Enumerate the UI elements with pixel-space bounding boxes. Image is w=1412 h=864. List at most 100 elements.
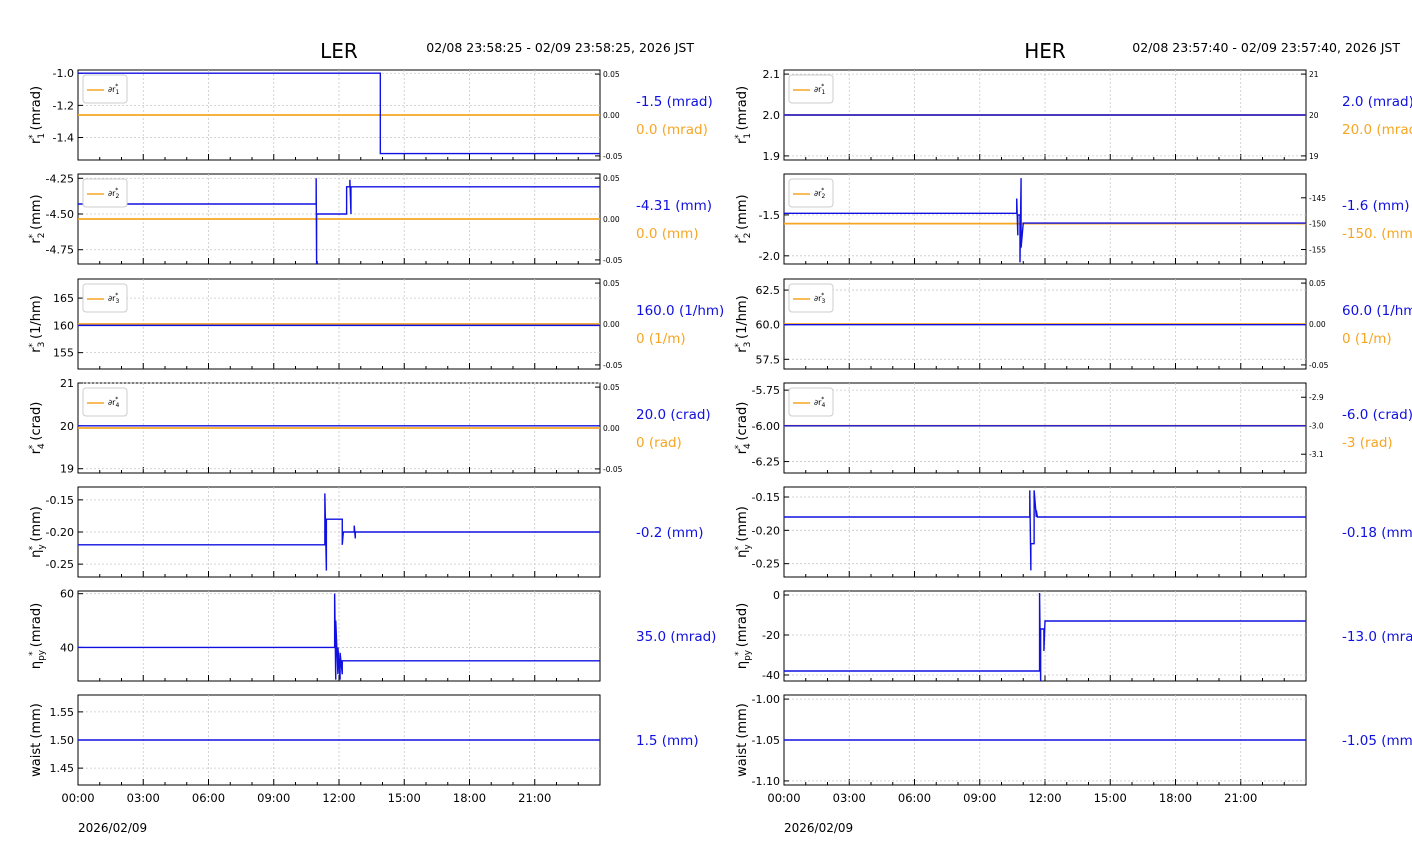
primary-series-line <box>78 178 600 265</box>
y2-tick-label: 0.00 <box>603 215 620 224</box>
y-tick-label: 19 <box>60 463 74 476</box>
legend: ∂r3* <box>788 283 834 313</box>
y-axis-label: r3* (1/hm) <box>28 295 47 352</box>
y-axis-label: ηpy* (mrad) <box>28 603 47 669</box>
y2-tick-label: -0.05 <box>603 361 623 370</box>
primary-readout: -1.6 (mm) <box>1342 198 1409 214</box>
y2-tick-label: 0.00 <box>603 320 620 329</box>
y-tick-label: -1.5 <box>759 209 780 222</box>
y-tick-label: -1.05 <box>752 734 780 747</box>
primary-series-line <box>784 178 1306 263</box>
secondary-readout: 0 (rad) <box>636 435 682 451</box>
y-tick-label: 60 <box>60 588 74 601</box>
x-tick-label: 15:00 <box>388 791 421 805</box>
primary-readout: -6.0 (crad) <box>1342 407 1412 423</box>
y2-tick-label: 21 <box>1309 70 1319 79</box>
y-tick-label: -0.15 <box>752 491 780 504</box>
y-axis-label: r2* (mm) <box>28 194 47 243</box>
y-axis-label: ηy* (mm) <box>734 506 753 558</box>
y2-tick-label: -145 <box>1309 194 1326 203</box>
x-tick-label: 06:00 <box>898 791 931 805</box>
legend: ∂r1* <box>788 74 834 104</box>
x-tick-label: 18:00 <box>1159 791 1192 805</box>
primary-readout: 1.5 (mm) <box>636 733 699 749</box>
y-axis-label: r1* (mrad) <box>734 86 753 144</box>
y-tick-label: 2.0 <box>763 109 781 122</box>
y-tick-label: 2.1 <box>763 68 781 81</box>
y-axis-label: r2* (mm) <box>734 194 753 243</box>
y-tick-label: 1.55 <box>50 706 75 719</box>
primary-readout: -0.2 (mm) <box>636 525 703 541</box>
y-tick-label: 1.50 <box>50 734 75 747</box>
y-tick-label: -4.25 <box>46 172 74 185</box>
primary-series-line <box>78 493 600 571</box>
y-tick-label: -40 <box>762 669 780 682</box>
x-tick-label: 12:00 <box>322 791 355 805</box>
legend-box <box>82 387 128 417</box>
primary-readout: 160.0 (1/hm) <box>636 303 724 319</box>
x-tick-label: 00:00 <box>61 791 94 805</box>
legend-box <box>788 387 834 417</box>
legend: ∂r2* <box>788 178 834 208</box>
legend-label: ∂r4* <box>814 396 825 409</box>
secondary-readout: -3 (rad) <box>1342 435 1393 451</box>
legend-label: ∂r1* <box>814 83 825 96</box>
secondary-readout: -150. (mm) <box>1342 226 1412 242</box>
x-tick-label: 18:00 <box>453 791 486 805</box>
y2-tick-label: -150 <box>1309 220 1326 229</box>
y2-tick-label: -0.05 <box>603 465 623 474</box>
y-tick-label: -0.20 <box>752 524 780 537</box>
y-axis-label: ηpy* (mrad) <box>734 603 753 669</box>
y2-tick-label: 0.05 <box>603 383 620 392</box>
ler-timestamp: 02/08 23:58:25 - 02/09 23:58:25, 2026 JS… <box>426 40 694 55</box>
primary-readout: -4.31 (mm) <box>636 198 712 214</box>
legend-box <box>788 178 834 208</box>
y2-tick-label: 0.05 <box>603 174 620 183</box>
ler-chart: LER 02/08 23:58:25 - 02/09 23:58:25, 2026… <box>28 39 724 835</box>
secondary-readout: 0 (1/m) <box>636 331 686 347</box>
x-tick-label: 12:00 <box>1028 791 1061 805</box>
y2-tick-label: -0.05 <box>1309 361 1329 370</box>
y2-tick-label: 0.00 <box>1309 320 1326 329</box>
her-title: HER <box>1024 39 1066 63</box>
y-tick-label: -2.0 <box>759 250 780 263</box>
primary-readout: 20.0 (crad) <box>636 407 711 423</box>
x-tick-label: 09:00 <box>963 791 996 805</box>
primary-readout: -1.05 (mm) <box>1342 733 1412 749</box>
x-tick-label: 15:00 <box>1094 791 1127 805</box>
primary-readout: -1.5 (mrad) <box>636 94 713 110</box>
y-tick-label: 20 <box>60 420 74 433</box>
her-panel-2: -1.5 -2.0 r2* (mm) -145 -150 -155 ∂r2* -1.6 (mm… <box>734 173 1412 265</box>
y2-tick-label: -3.0 <box>1309 422 1324 431</box>
legend-label: ∂r3* <box>108 292 119 305</box>
x-tick-label: 21:00 <box>518 791 551 805</box>
y-tick-label: 60.0 <box>756 319 781 332</box>
y2-tick-label: 0.00 <box>603 424 620 433</box>
legend: ∂r3* <box>82 283 128 313</box>
primary-series-line <box>78 593 600 680</box>
y2-tick-label: -155 <box>1309 246 1326 255</box>
y-axis-label: r4* (crad) <box>734 402 753 455</box>
her-chart: HER 02/08 23:57:40 - 02/09 23:57:40, 2026… <box>734 39 1412 835</box>
legend-label: ∂r4* <box>108 396 119 409</box>
y-tick-label: 0 <box>773 589 780 602</box>
legend: ∂r2* <box>82 178 128 208</box>
y-tick-label: -1.2 <box>53 99 74 112</box>
ler-panel-4: 21 20 19 r4* (crad) 0.05 0.00 -0.05 ∂r4* 20.0 (c… <box>28 377 711 476</box>
y-tick-label: -4.75 <box>46 244 74 257</box>
y2-tick-label: 19 <box>1309 152 1319 161</box>
legend: ∂r1* <box>82 74 128 104</box>
legend: ∂r4* <box>788 387 834 417</box>
y-tick-label: 1.9 <box>763 150 781 163</box>
her-panel-3: 62.5 60.0 57.5r3* (1/hm) 0.05 0.00 -0.05 ∂r3* 6… <box>734 278 1412 370</box>
her-timestamp: 02/08 23:57:40 - 02/09 23:57:40, 2026 JS… <box>1132 40 1400 55</box>
x-tick-label: 21:00 <box>1224 791 1257 805</box>
y2-tick-label: -0.05 <box>603 152 623 161</box>
ler-panel-3: 165 160 155 r3* (1/hm) 0.05 0.00 -0.05 ∂r3* 160.… <box>28 278 724 370</box>
secondary-readout: 0.0 (mrad) <box>636 122 708 138</box>
